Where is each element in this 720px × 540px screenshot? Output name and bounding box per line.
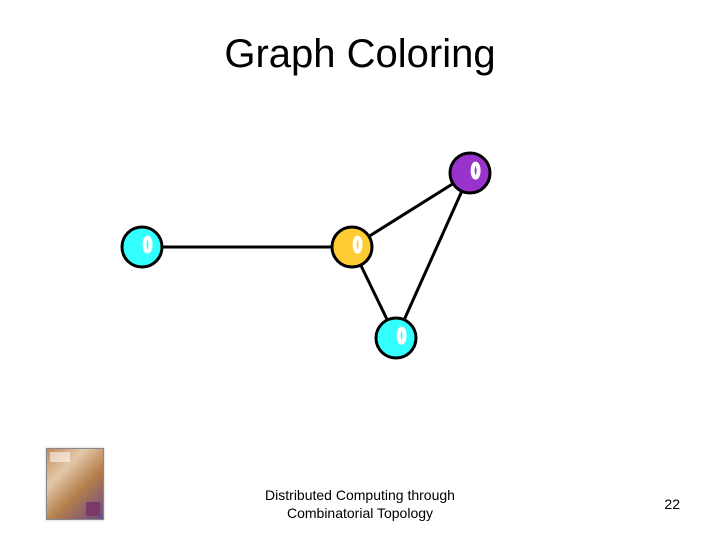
footer-line-2: Combinatorial Topology	[287, 505, 433, 521]
graph-node	[122, 227, 162, 267]
footer-line-1: Distributed Computing through	[265, 487, 455, 503]
page-number: 22	[664, 496, 680, 512]
footer-caption: Distributed Computing through Combinator…	[0, 487, 720, 522]
graph-node	[450, 153, 490, 193]
graph-node	[332, 227, 372, 267]
graph-diagram	[0, 0, 720, 540]
graph-node	[376, 318, 416, 358]
